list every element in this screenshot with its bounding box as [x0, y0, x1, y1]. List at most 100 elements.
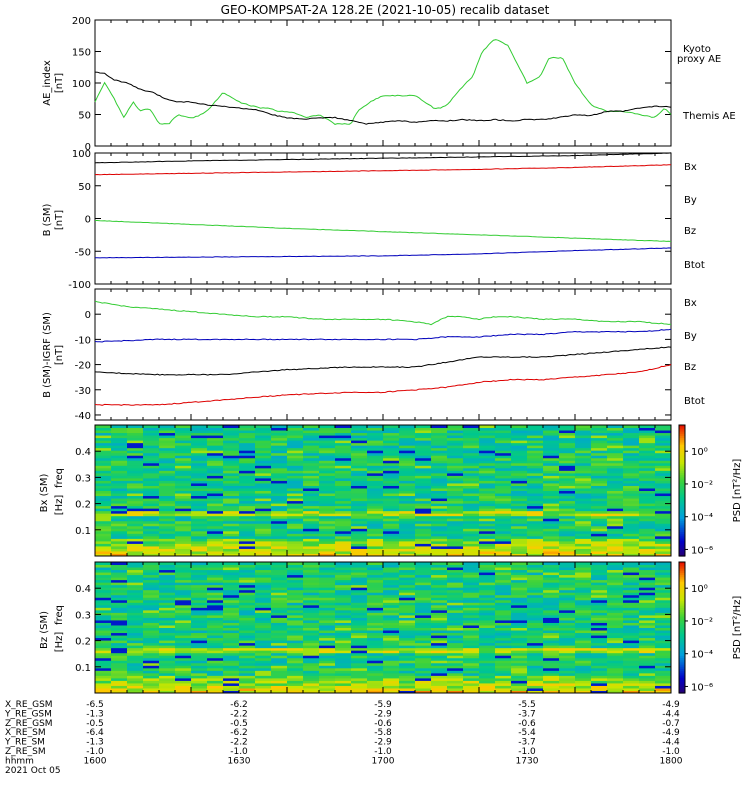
spectrogram-cell: [255, 592, 272, 596]
spectrogram-cell: [399, 655, 416, 659]
spectrogram-cell: [399, 540, 416, 544]
spectrogram-cell: [543, 485, 560, 489]
spectrogram-cell: [351, 452, 368, 456]
spectrogram-cell: [495, 637, 512, 641]
spectrogram-cell: [287, 594, 304, 598]
spectrogram-cell: [559, 612, 576, 616]
spectrogram-cell: [287, 533, 304, 537]
colorbar-segment: [679, 655, 685, 659]
spectrogram-cell: [95, 602, 112, 606]
colorbar-segment: [679, 531, 685, 535]
spectrogram-cell: [175, 435, 192, 439]
spectrogram-cell: [271, 582, 288, 586]
ephemeris-cell: -0.5: [230, 719, 248, 729]
spectrogram-cell: [111, 480, 128, 484]
spectrogram-cell: [319, 467, 336, 471]
spectrogram-cell: [367, 647, 384, 651]
spectrogram-cell: [255, 515, 272, 519]
spectrogram-cell: [159, 457, 176, 461]
spectrogram-cell: [95, 472, 112, 476]
spectrogram-cell: [223, 599, 240, 603]
spectrogram-cell: [175, 553, 192, 557]
spectrogram-cell: [239, 594, 256, 598]
spectrogram-cell: [655, 594, 672, 598]
spectrogram-cell: [431, 508, 448, 512]
y-tick-label: -40: [75, 411, 91, 422]
spectrogram-cell: [527, 455, 544, 459]
spectrogram-cell: [191, 584, 208, 588]
spectrogram-cell: [303, 450, 320, 454]
spectrogram-cell: [399, 607, 416, 611]
spectrogram-cell: [335, 430, 352, 434]
spectrogram-cell: [127, 437, 144, 441]
spectrogram-cell: [255, 630, 272, 634]
spectrogram-cell: [95, 548, 112, 552]
spectrogram-cell: [351, 460, 368, 464]
spectrogram-cell: [255, 553, 272, 557]
spectrogram-cell: [495, 452, 512, 456]
spectrogram-cell: [351, 667, 368, 671]
spectrogram-cell: [143, 472, 160, 476]
spectrogram-cell: [127, 482, 144, 486]
spectrogram-cell: [159, 572, 176, 576]
spectrogram-cell: [207, 440, 224, 444]
spectrogram-cell: [383, 569, 400, 573]
spectrogram-cell: [207, 670, 224, 674]
spectrogram-cell: [335, 525, 352, 529]
spectrogram-cell: [479, 432, 496, 436]
spectrogram-cell: [223, 530, 240, 534]
spectrogram-cell: [223, 470, 240, 474]
spectrogram-cell: [591, 632, 608, 636]
spectrogram-cell: [95, 510, 112, 514]
spectrogram-cell: [335, 657, 352, 661]
spectrogram-cell: [399, 665, 416, 669]
spectrogram-cell: [607, 567, 624, 571]
spectrogram-cell: [287, 550, 304, 554]
spectrogram-cell: [223, 567, 240, 571]
spectrogram-cell: [319, 543, 336, 547]
spectrogram-cell: [255, 637, 272, 641]
spectrogram-cell: [527, 470, 544, 474]
spectrogram-cell: [415, 472, 432, 476]
spectrogram-cell: [527, 594, 544, 598]
spectrogram-cell: [623, 467, 640, 471]
spectrogram-cell: [527, 427, 544, 431]
spectrogram-cell: [159, 624, 176, 628]
spectrogram-cell: [303, 503, 320, 507]
spectrogram-cell: [543, 427, 560, 431]
colorbar-segment: [679, 462, 685, 465]
spectrogram-cell: [495, 652, 512, 656]
spectrogram-cell: [511, 525, 528, 529]
spectrogram-cell: [303, 652, 320, 656]
spectrogram-cell: [559, 594, 576, 598]
spectrogram-cell: [559, 680, 576, 684]
spectrogram-cell: [479, 548, 496, 552]
spectrogram-cell: [239, 490, 256, 494]
spectrogram-cell: [543, 677, 560, 681]
spectrogram-cell: [623, 617, 640, 621]
spectrogram-cell: [463, 487, 480, 491]
spectrogram-cell: [255, 493, 272, 497]
spectrogram-cell: [559, 467, 576, 471]
colorbar-segment: [679, 455, 685, 459]
spectrogram-cell: [543, 614, 560, 618]
spectrogram-cell: [623, 435, 640, 439]
spectrogram-cell: [511, 602, 528, 606]
spectrogram-cell: [255, 685, 272, 689]
spectrogram-cell: [191, 569, 208, 573]
spectrogram-cell: [623, 472, 640, 476]
spectrogram-cell: [655, 614, 672, 618]
spectrogram-cell: [607, 515, 624, 519]
spectrogram-cell: [255, 548, 272, 552]
colorbar-segment: [679, 653, 685, 657]
spectrogram-cell: [127, 599, 144, 603]
spectrogram-cell: [383, 587, 400, 591]
spectrogram-cell: [655, 627, 672, 631]
spectrogram-cell: [207, 493, 224, 497]
spectrogram-cell: [111, 650, 128, 654]
bx-spectrogram-cells: [95, 425, 672, 557]
spectrogram-cell: [143, 652, 160, 656]
spectrogram-cell: [415, 597, 432, 601]
spectrogram-cell: [591, 445, 608, 449]
spectrogram-cell: [143, 687, 160, 691]
